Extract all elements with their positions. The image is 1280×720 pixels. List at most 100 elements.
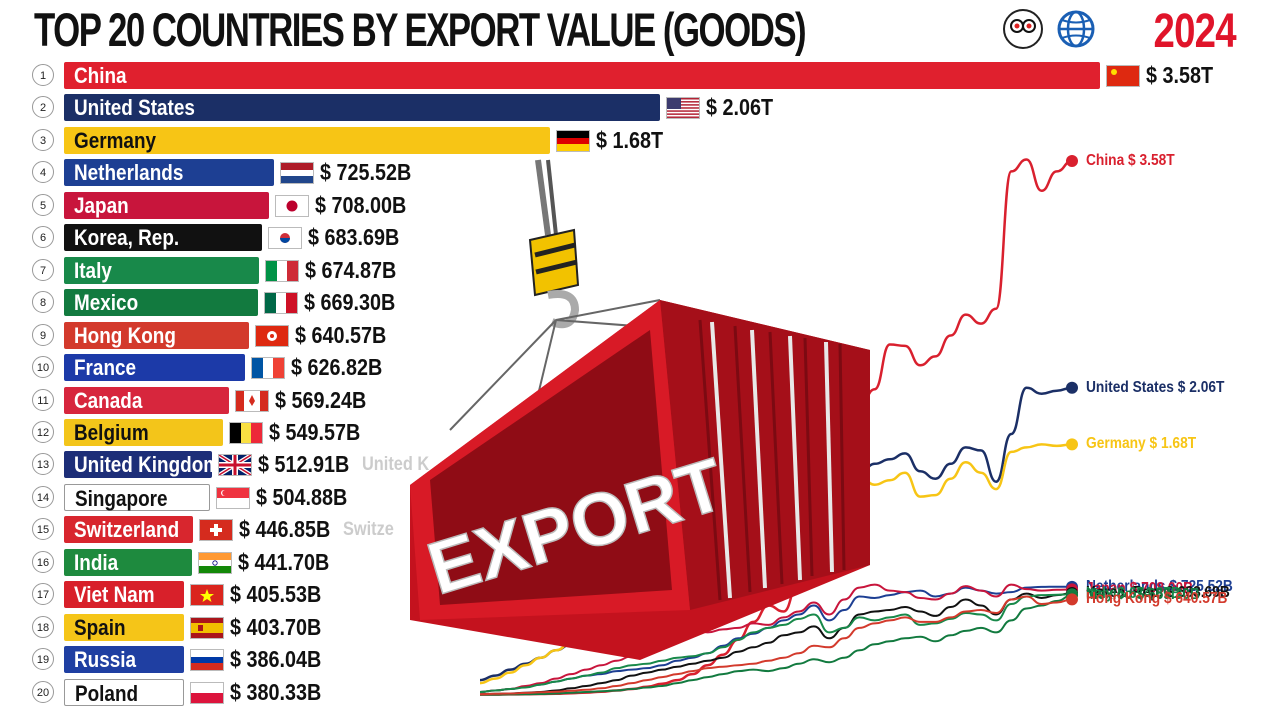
value-label: $ 640.57B [295,321,387,348]
chart-title: TOP 20 COUNTRIES BY EXPORT VALUE (GOODS) [34,3,807,56]
value-label: $ 504.88B [256,483,348,510]
bar-label: Japan [74,192,129,218]
bar-label: France [74,355,137,381]
flag-sg-icon [216,486,251,509]
world-bank-logo [1056,9,1096,49]
series-endpoint [1066,381,1078,394]
bar-sg: Singapore [64,483,211,511]
flag-hk-icon [255,324,290,347]
flag-kr-icon [267,227,302,250]
rank-badge: 11 [32,388,54,411]
flag-de-icon [556,129,591,152]
series-line [479,583,1073,693]
rank-badge: 14 [32,485,54,508]
bar-de: Germany [64,126,551,154]
globe-icon [1057,10,1095,48]
value-label: $ 725.52B [319,159,412,186]
flag-nl-icon [279,162,314,185]
series-label: China $ 3.58T [1086,151,1175,169]
bar-cn: China [64,62,1100,89]
bar-pl: Poland [64,678,184,706]
value-label: $ 626.82B [291,354,383,381]
rank-badge: 12 [32,420,54,443]
bar-hk: Hong Kong [64,321,250,349]
rank-badge: 6 [32,226,54,249]
rank-badge: 4 [32,161,54,184]
rank-badge: 18 [32,615,54,638]
year-label: 2024 [1153,5,1237,58]
bar-es: Spain [64,613,184,641]
bar-ca: Canada [64,386,229,414]
value-label: $ 2.06T [706,94,774,121]
series-line [479,592,1073,696]
rank-badge: 13 [32,453,54,476]
bar-label: Netherlands [74,160,184,186]
rank-badge: 10 [32,356,54,379]
flag-fr-icon [251,357,286,380]
value-label: $ 674.87B [305,256,397,283]
value-label: $ 708.00B [314,191,407,218]
rank-badge: 5 [32,193,54,216]
series-line [479,594,1073,696]
series-label: United States $ 2.06T [1086,378,1225,396]
bar-label: United Kingdom [74,452,213,478]
ghost-label: United K [362,454,430,476]
value-label: $ 1.68T [596,126,664,153]
rank-badge: 17 [32,583,54,606]
bar-label: Spain [74,614,126,640]
bar-label: China [74,63,127,88]
flag-ch-icon [199,519,234,542]
series-label: Japan $ 708.00B [1086,580,1194,598]
eyes-logo-icon [1010,19,1036,33]
flag-ca-icon [234,389,269,412]
flag-vn-icon [190,584,224,607]
series-label: Germany $ 1.68T [1086,435,1197,453]
rank-badge: 16 [32,550,54,573]
bar-label: Singapore [75,485,168,511]
bar-label: Canada [74,387,143,413]
flag-ru-icon [190,649,224,672]
flag-jp-icon [274,194,309,217]
bar-vn: Viet Nam [64,581,184,609]
value-label: $ 683.69B [307,224,400,251]
rank-badge: 15 [32,518,54,541]
value-label: $ 446.85B [239,516,331,543]
flag-be-icon [229,421,264,444]
bar-nl: Netherlands [64,159,274,187]
series-label: Netherlands $ 725.52B [1086,577,1233,595]
tmstats-logo [1003,9,1043,49]
bar-label: Switzerland [74,517,180,543]
value-label: $ 386.04B [230,646,322,673]
value-label: $ 549.57B [269,418,361,445]
bar-label: Viet Nam [74,582,155,608]
rank-badge: 9 [32,323,54,346]
bar-label: Russia [74,647,137,673]
bar-mx: Mexico [64,289,258,317]
ghost-label: Switze [343,519,395,541]
bar-label: Italy [74,257,112,283]
series-endpoint [1066,154,1078,167]
bar-label: Hong Kong [74,322,176,348]
value-label: $ 512.91B [258,451,350,478]
series-label: Mexico $ 669.30B [1086,586,1200,604]
bar-gb: United Kingdom [64,451,213,479]
bar-ch: Switzerland [64,516,194,544]
flag-pl-icon [190,681,224,704]
rank-badge: 8 [32,291,54,314]
bar-label: Korea, Rep. [74,225,180,251]
rank-badge: 7 [32,258,54,281]
bar-ru: Russia [64,646,184,674]
rank-badge: 3 [32,128,54,151]
value-label: $ 441.70B [237,548,330,575]
flag-es-icon [190,616,224,639]
value-label: $ 403.70B [230,613,322,640]
bar-label: Germany [74,127,157,153]
rank-badge: 2 [32,96,54,119]
bar-it: Italy [64,256,260,284]
rank-badge: 20 [32,680,54,703]
bar-label: Belgium [74,419,149,445]
bar-be: Belgium [64,418,224,446]
value-label: $ 405.53B [230,581,322,608]
bar-label: Mexico [74,290,139,316]
